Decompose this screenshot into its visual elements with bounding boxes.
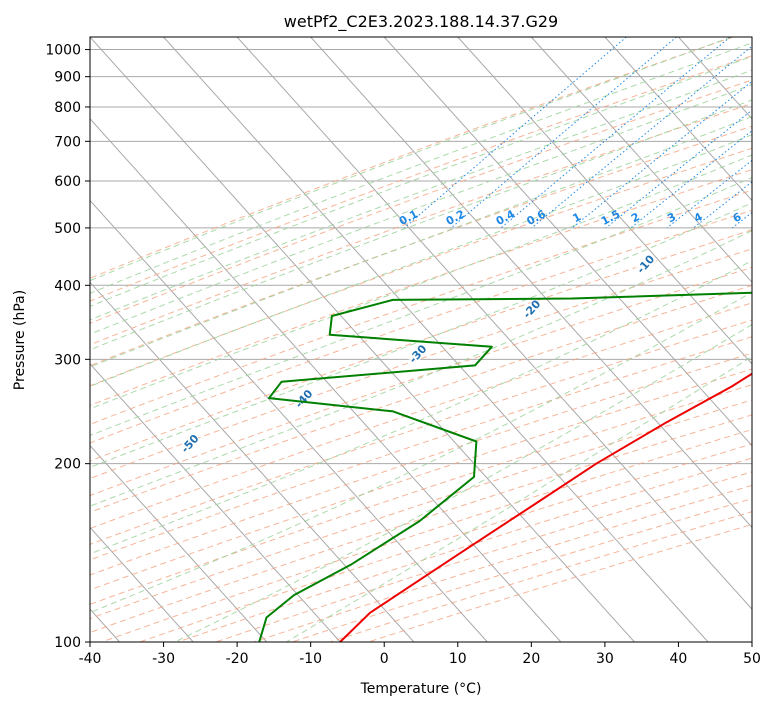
y-tick-label: 700 <box>54 134 81 150</box>
mixing-ratio-line <box>571 80 752 229</box>
moist-adiabat-line <box>90 69 752 321</box>
pressure-gridlines <box>90 49 752 642</box>
isotherm-label-bg <box>293 387 315 411</box>
isotherm-line <box>90 199 488 642</box>
x-tick-label: 50 <box>743 651 761 667</box>
x-tick-label: 10 <box>449 651 467 667</box>
isotherm-line <box>163 37 709 642</box>
y-tick-label: 1000 <box>45 43 81 59</box>
x-axis: -40 -30 -20 -10 0 10 20 30 40 50 <box>79 642 761 667</box>
moist-adiabat-line <box>90 42 752 294</box>
mixing-ratio-line <box>500 37 731 229</box>
isotherm-label-group: -60 <box>65 477 88 501</box>
moist-adiabat-line <box>90 84 752 335</box>
dewpoint-profile-line <box>258 291 752 642</box>
isotherm-line <box>90 526 194 642</box>
y-axis: 100 200 300 400 500 600 700 800 900 1000 <box>45 43 90 651</box>
mixing-ratio-line <box>450 37 677 229</box>
y-tick-label: 600 <box>54 174 81 190</box>
isotherm-line <box>310 37 752 529</box>
moist-adiabats <box>90 37 752 642</box>
chart-title: wetPf2_C2E3.2023.188.14.37.G29 <box>284 12 558 32</box>
isotherm-line <box>457 37 752 365</box>
dry-adiabat-line <box>90 284 752 513</box>
isotherm-line <box>236 37 752 610</box>
isotherm-line <box>90 281 415 642</box>
plot-background <box>90 37 752 642</box>
isotherm-label-bg <box>65 478 87 500</box>
isotherm-line <box>90 37 635 642</box>
x-tick-label: -40 <box>79 651 102 667</box>
isotherm-label-bg <box>521 298 543 321</box>
mixing-ratio-line <box>693 181 752 229</box>
mixing-ratio-line <box>630 130 752 229</box>
dry-adiabat-line <box>90 336 752 561</box>
y-tick-label: 800 <box>54 100 81 116</box>
mixing-ratio-label: 8 <box>759 210 772 225</box>
dry-adiabat-line <box>90 168 752 406</box>
isotherm-line <box>530 37 752 283</box>
x-tick-label: 40 <box>670 651 688 667</box>
isotherm-line <box>90 444 268 642</box>
y-tick-label: 100 <box>54 635 81 651</box>
moist-adiabat-line <box>90 134 752 387</box>
moist-adiabat-line <box>90 177 752 437</box>
y-axis-label: Pressure (hPa) <box>12 290 28 390</box>
isotherm-label-group: 0 <box>769 185 775 209</box>
isotherm-line <box>90 363 341 642</box>
mixing-ratio-line <box>403 37 627 229</box>
y-tick-label: 300 <box>54 352 81 368</box>
moist-adiabat-line <box>174 323 752 642</box>
moist-adiabat-line <box>286 355 752 642</box>
isotherm-line <box>751 37 752 38</box>
x-tick-label: 30 <box>596 651 614 667</box>
isotherm-label-bg <box>770 185 775 207</box>
moist-adiabat-line <box>90 55 752 307</box>
dry-adiabat-line <box>90 368 752 591</box>
moist-adiabat-line <box>90 115 752 368</box>
x-axis-label: Temperature (°C) <box>360 681 482 697</box>
moist-adiabat-line <box>90 154 752 410</box>
x-tick-label: -30 <box>152 651 175 667</box>
isotherm-label-bg <box>407 342 429 366</box>
plot-frame <box>89 36 753 643</box>
plot-area: -100-90-80-70-60-50-40-30-20-10010203040… <box>65 37 775 642</box>
isotherm-label-bg <box>179 432 201 455</box>
mixing-ratio-line <box>761 37 775 228</box>
isotherm-label-bg <box>635 253 657 276</box>
dry-adiabat-line <box>90 302 752 530</box>
x-tick-label: -20 <box>226 651 249 667</box>
mixing-ratio-line <box>605 109 752 229</box>
isotherms <box>90 37 752 642</box>
sounding-profiles <box>258 291 752 642</box>
mixing-ratio-line <box>531 45 752 229</box>
y-tick-label: 200 <box>54 457 81 473</box>
isotherm-line <box>383 37 752 447</box>
y-tick-label: 400 <box>54 278 81 294</box>
y-tick-label: 500 <box>54 221 81 237</box>
moist-adiabat-line <box>90 99 752 351</box>
dry-adiabat-line <box>90 189 752 425</box>
moist-adiabat-line <box>90 291 752 614</box>
dry-adiabat-line <box>90 229 752 462</box>
temperature-profile-line <box>339 372 752 642</box>
dry-adiabat-line <box>90 79 752 324</box>
moist-adiabat-line <box>90 37 732 282</box>
isotherm-label: -60 <box>65 477 88 501</box>
x-tick-label: -10 <box>299 651 322 667</box>
x-tick-label: 20 <box>522 651 540 667</box>
y-tick-label: 900 <box>54 70 81 86</box>
mixing-ratio-lines <box>403 37 775 229</box>
dry-adiabat-line <box>90 55 752 302</box>
isotherm-line <box>90 117 562 642</box>
x-tick-label: 0 <box>380 651 389 667</box>
dry-adiabat-line <box>90 37 734 279</box>
